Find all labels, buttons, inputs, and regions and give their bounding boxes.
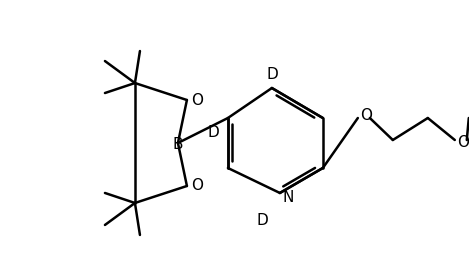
- Text: D: D: [256, 213, 268, 229]
- Text: O: O: [360, 108, 372, 123]
- Text: B: B: [173, 138, 183, 153]
- Text: O: O: [457, 135, 469, 150]
- Text: O: O: [191, 93, 203, 108]
- Text: O: O: [191, 179, 203, 194]
- Text: N: N: [282, 191, 294, 206]
- Text: D: D: [266, 67, 278, 82]
- Text: D: D: [207, 124, 219, 140]
